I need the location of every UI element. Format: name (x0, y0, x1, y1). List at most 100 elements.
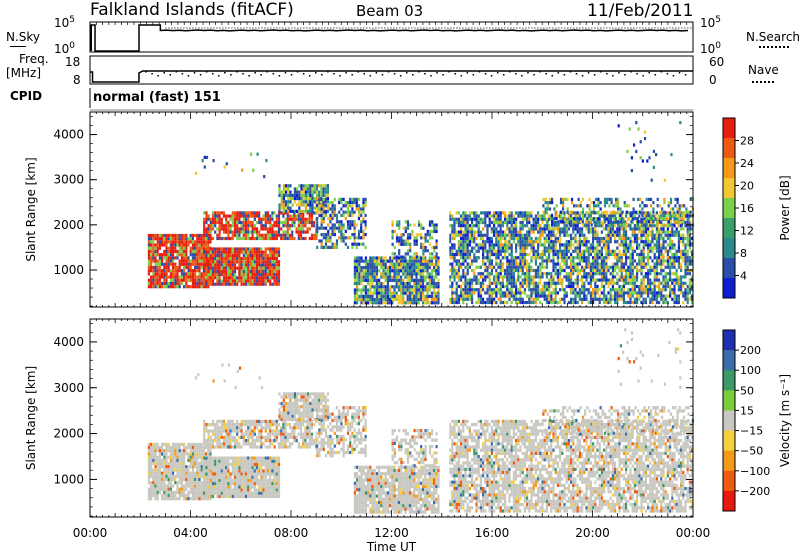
rti-cell (583, 281, 586, 285)
rti-cell (559, 272, 562, 276)
rti-cell (530, 211, 533, 215)
rti-cell (460, 243, 463, 247)
rti-cell (521, 284, 524, 289)
rti-cell (542, 204, 545, 208)
rti-cell (596, 288, 599, 292)
rti-cell (180, 275, 183, 279)
rti-cell (462, 291, 465, 295)
rti-cell (194, 281, 197, 286)
rti-cell (415, 242, 418, 246)
rti-cell (532, 224, 535, 228)
rti-cell (183, 246, 186, 250)
rti-cell (400, 301, 403, 305)
rti-cell (468, 230, 471, 234)
rti-cell (587, 265, 590, 269)
rti-cell (468, 227, 471, 231)
rti-cell (627, 249, 630, 253)
rti-cell (214, 276, 217, 280)
rti-cell (406, 291, 409, 295)
rti-cell (466, 265, 469, 269)
rti-cell (433, 245, 436, 250)
rti-cell (464, 214, 467, 218)
rti-cell (451, 288, 454, 292)
rti-cell (266, 233, 270, 237)
rti-cell (275, 257, 278, 261)
rti-cell (460, 240, 463, 244)
rti-cell (357, 213, 361, 217)
rti-cell (688, 272, 691, 276)
rti-cell (649, 211, 652, 215)
rti-cell (417, 223, 421, 227)
rti-cell (247, 214, 250, 218)
rti-cell (229, 250, 232, 254)
rti-cell (682, 284, 685, 289)
rti-cell (297, 224, 300, 228)
rti-cell (462, 224, 465, 228)
rti-cell (260, 276, 263, 280)
rti-cell (333, 245, 336, 249)
rti-cell (437, 298, 440, 302)
rti-cell (464, 297, 467, 301)
rti-cell (404, 252, 407, 256)
rti-cell (174, 269, 177, 273)
rti-cell (326, 184, 329, 188)
rti-cell (508, 297, 511, 301)
rti-cell (611, 233, 614, 237)
rti-cell (627, 278, 630, 282)
noise-search-legend-line (759, 46, 789, 48)
rti-cell (497, 272, 500, 276)
rti-cell (673, 265, 676, 269)
rti-cell (614, 268, 617, 273)
rti-cell (165, 253, 168, 257)
rti-cell (400, 266, 403, 270)
rti-cell (360, 291, 363, 295)
rti-cell (194, 269, 197, 273)
rti-cell (486, 236, 489, 241)
rti-cell (534, 268, 537, 273)
rti-cell (409, 236, 412, 240)
rti-cell (568, 217, 571, 221)
rti-cell (475, 300, 478, 305)
rti-cell (596, 268, 599, 273)
rti-cell (616, 233, 619, 237)
rti-cell (567, 300, 570, 305)
rti-cell (258, 266, 261, 270)
rti-cell (426, 269, 429, 273)
rti-cell (460, 246, 463, 250)
rti-cell (464, 233, 467, 237)
rti-cell (545, 275, 548, 279)
rti-cell (315, 193, 318, 197)
rti-cell (269, 257, 272, 261)
rti-cell (285, 200, 288, 204)
rti-cell (466, 256, 469, 260)
rti-cell (150, 240, 153, 244)
rti-cell (264, 269, 267, 273)
rti-cell (227, 279, 230, 283)
rti-cell (510, 211, 513, 215)
rti-cell (640, 262, 643, 266)
rti-cell (209, 266, 212, 270)
rti-cell (406, 249, 410, 253)
rti-cell (594, 262, 597, 266)
rti-cell (686, 259, 689, 263)
rti-cell (618, 259, 621, 263)
rti-cell (262, 227, 265, 231)
rti-cell (291, 233, 294, 237)
rti-cell (462, 233, 465, 237)
rti-cell (658, 252, 661, 257)
rti-cell (282, 206, 285, 210)
rti-cell (532, 291, 535, 295)
rti-cell (539, 278, 542, 282)
rti-cell (620, 243, 623, 247)
rti-cell (655, 243, 658, 247)
rti-cell (295, 230, 298, 234)
rti-cell (559, 297, 562, 301)
rti-cell (506, 294, 509, 298)
rti-cell (318, 200, 321, 204)
rti-cell (191, 281, 194, 286)
rti-cell (640, 227, 643, 231)
rti-cell (510, 249, 513, 253)
rti-cell (214, 217, 217, 221)
rti-cell (493, 243, 496, 247)
rti-cell (620, 240, 623, 244)
